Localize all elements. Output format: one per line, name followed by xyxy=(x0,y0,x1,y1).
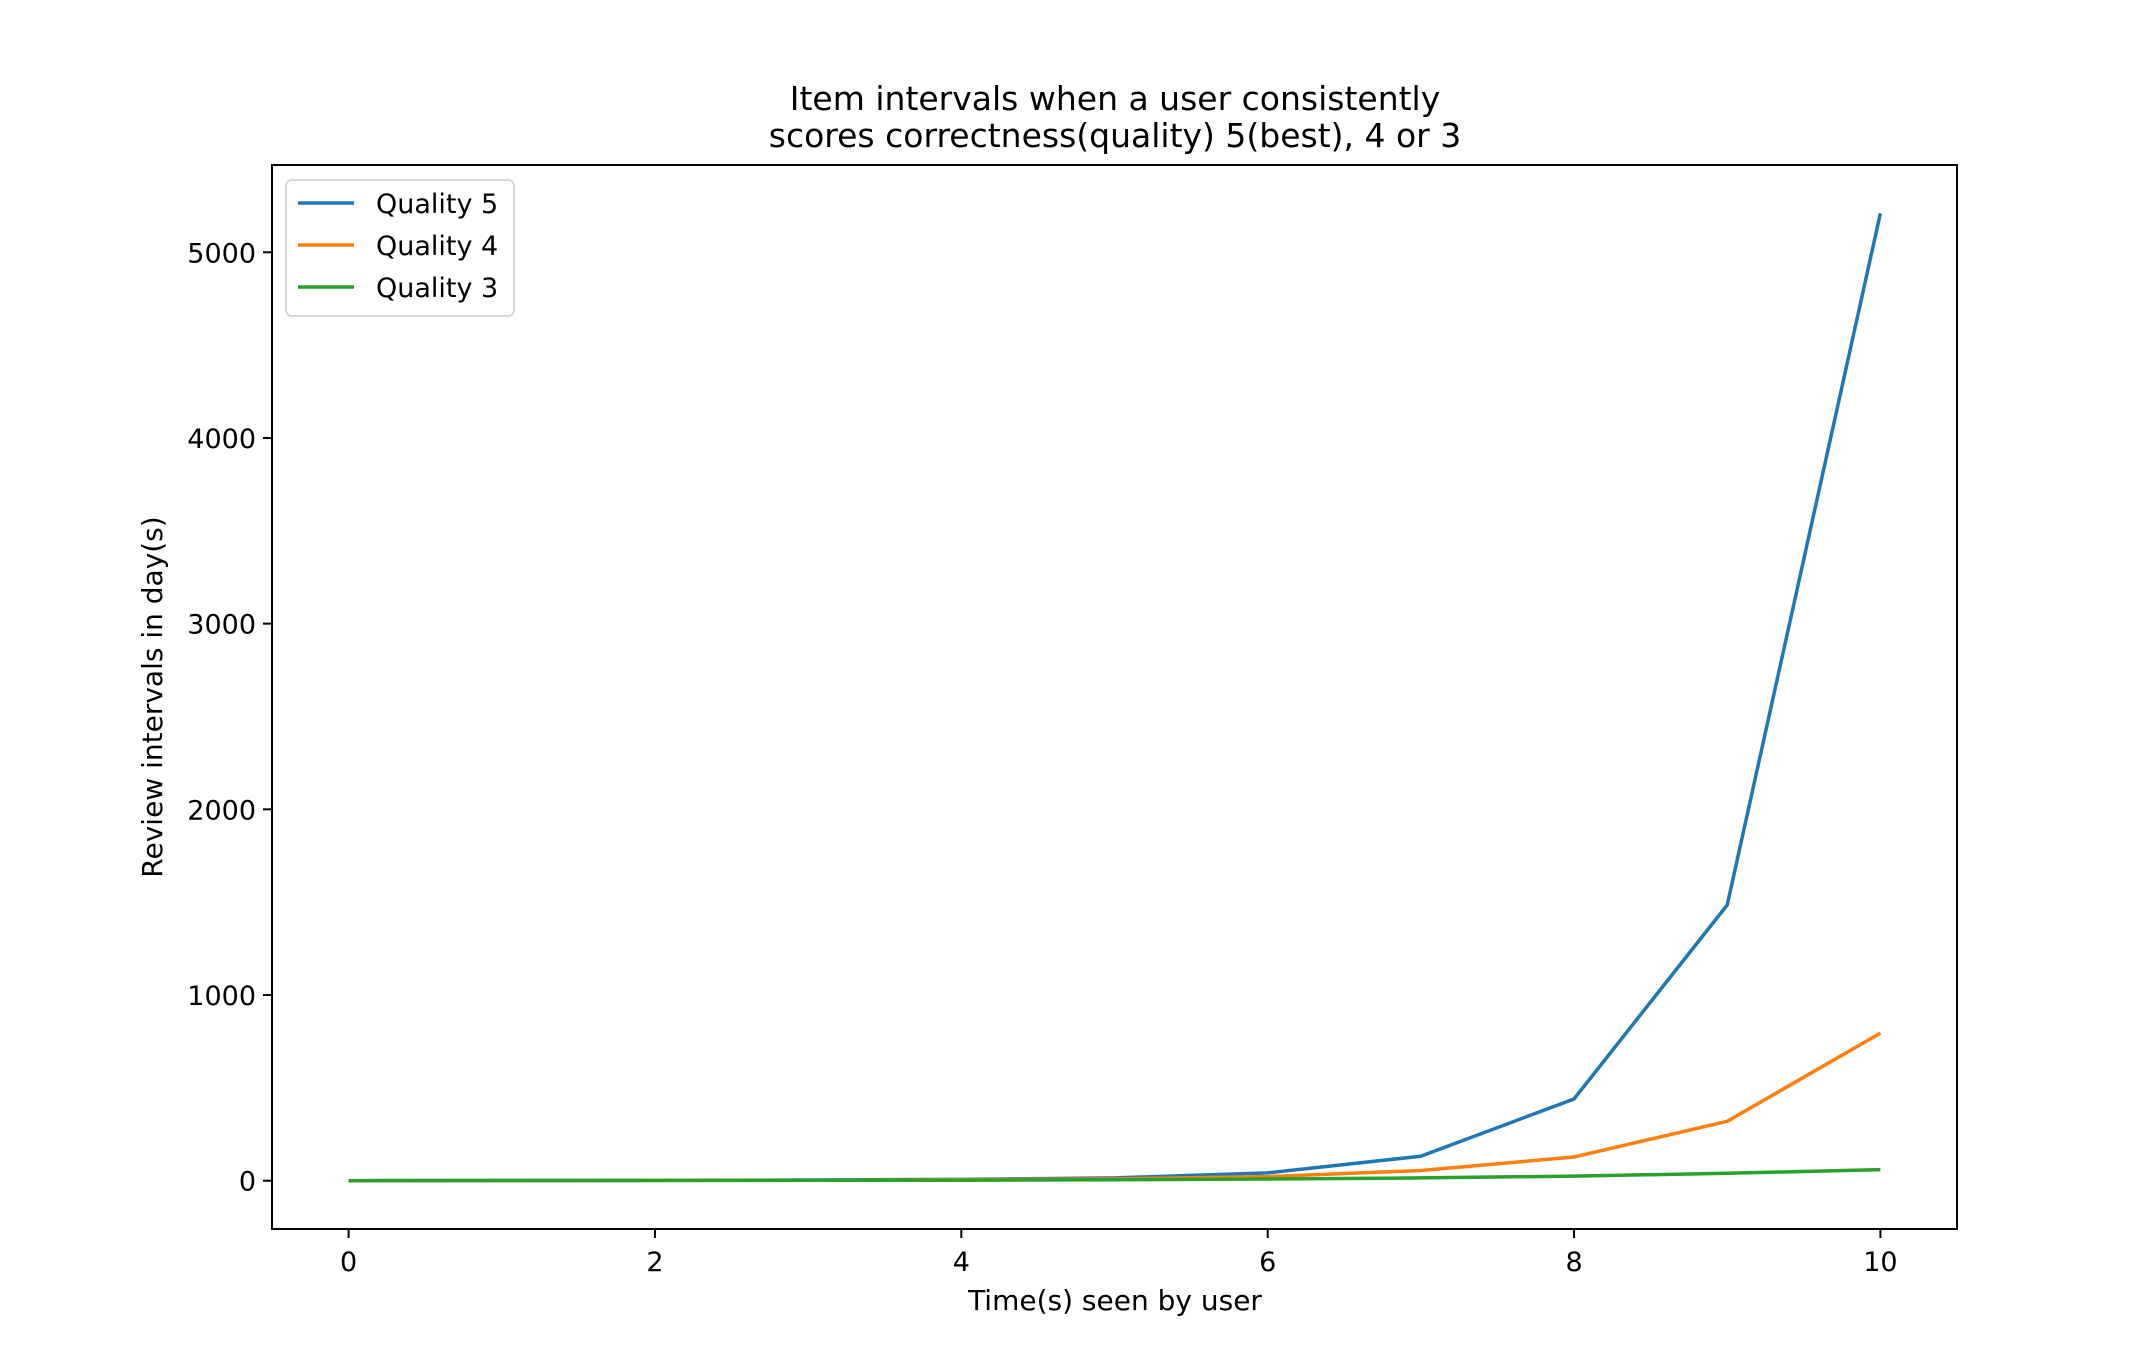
plot-frame xyxy=(271,164,1958,1230)
series-layer xyxy=(348,212,1883,1183)
y-tick-label: 0 xyxy=(239,1167,256,1198)
y-axis-label: Review intervals in day(s) xyxy=(136,516,169,877)
y-tick-label: 3000 xyxy=(187,610,256,641)
chart-title-line-2: scores correctness(quality) 5(best), 4 o… xyxy=(769,116,1461,155)
x-axis-ticks: 0 2 4 6 8 10 xyxy=(340,1229,1898,1278)
y-tick-label: 4000 xyxy=(187,424,256,455)
x-tick-label: 4 xyxy=(953,1247,970,1278)
legend-label: Quality 5 xyxy=(376,189,498,220)
x-tick-label: 6 xyxy=(1259,1247,1276,1278)
legend: Quality 5 Quality 4 Quality 3 xyxy=(285,179,515,317)
series-line-quality-4 xyxy=(348,1031,1882,1183)
y-tick-label: 2000 xyxy=(187,795,256,826)
chart-title-line-1: Item intervals when a user consistently xyxy=(790,79,1441,118)
series-line-quality-5 xyxy=(348,212,1883,1183)
legend-label: Quality 3 xyxy=(376,273,498,304)
y-tick-label: 5000 xyxy=(187,238,256,269)
x-axis-label: Time(s) seen by user xyxy=(967,1284,1262,1317)
legend-label: Quality 4 xyxy=(376,231,498,262)
x-tick-label: 8 xyxy=(1565,1247,1582,1278)
y-axis-ticks: 0 1000 2000 3000 4000 5000 xyxy=(187,238,272,1198)
x-tick-label: 10 xyxy=(1863,1247,1897,1278)
y-tick-label: 1000 xyxy=(187,981,256,1012)
chart-title: Item intervals when a user consistently … xyxy=(769,79,1461,155)
x-tick-label: 0 xyxy=(340,1247,357,1278)
series-line-quality-3 xyxy=(348,1167,1881,1183)
x-tick-label: 2 xyxy=(646,1247,663,1278)
legend-box xyxy=(285,179,515,317)
